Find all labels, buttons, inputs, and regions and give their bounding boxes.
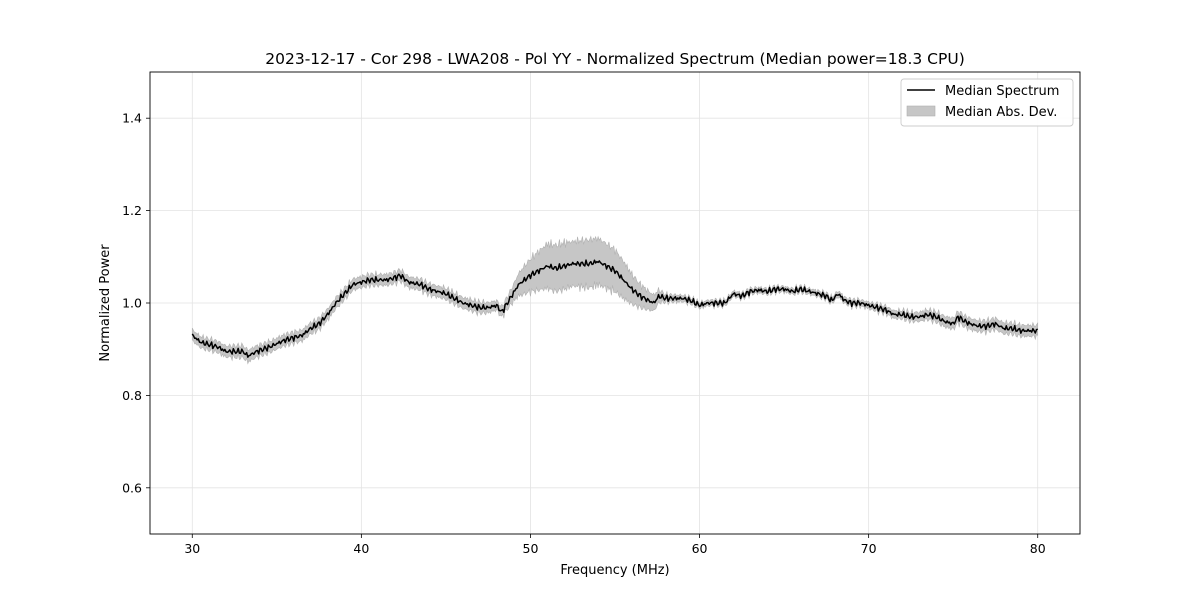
x-tick-label: 70 <box>861 541 877 556</box>
legend-box <box>900 78 1074 127</box>
chart-title: 2023-12-17 - Cor 298 - LWA208 - Pol YY -… <box>265 50 965 68</box>
x-tick-label: 30 <box>184 541 200 556</box>
x-tick-label: 80 <box>1030 541 1046 556</box>
median-abs-dev-band <box>191 235 1039 365</box>
legend-median-label: Median Spectrum <box>945 84 1059 99</box>
legend-mad-label: Median Abs. Dev. <box>945 105 1057 120</box>
x-axis-label: Frequency (MHz) <box>560 563 669 578</box>
x-tick-label: 60 <box>692 541 708 556</box>
median-spectrum-line <box>191 259 1038 358</box>
axis-ticks: 30 40 50 60 70 80 0.6 0.8 1.0 1.2 1.4 <box>122 111 1046 556</box>
legend: Median Spectrum Median Abs. Dev. <box>900 78 1074 127</box>
y-tick-label: 1.0 <box>122 296 142 311</box>
legend-mad-swatch <box>906 105 936 117</box>
x-tick-label: 40 <box>353 541 369 556</box>
y-tick-label: 1.4 <box>122 111 142 126</box>
y-axis-label: Normalized Power <box>98 244 113 362</box>
y-tick-label: 0.8 <box>122 388 142 403</box>
x-tick-label: 50 <box>523 541 539 556</box>
y-tick-label: 0.6 <box>122 480 142 495</box>
y-tick-label: 1.2 <box>122 203 142 218</box>
